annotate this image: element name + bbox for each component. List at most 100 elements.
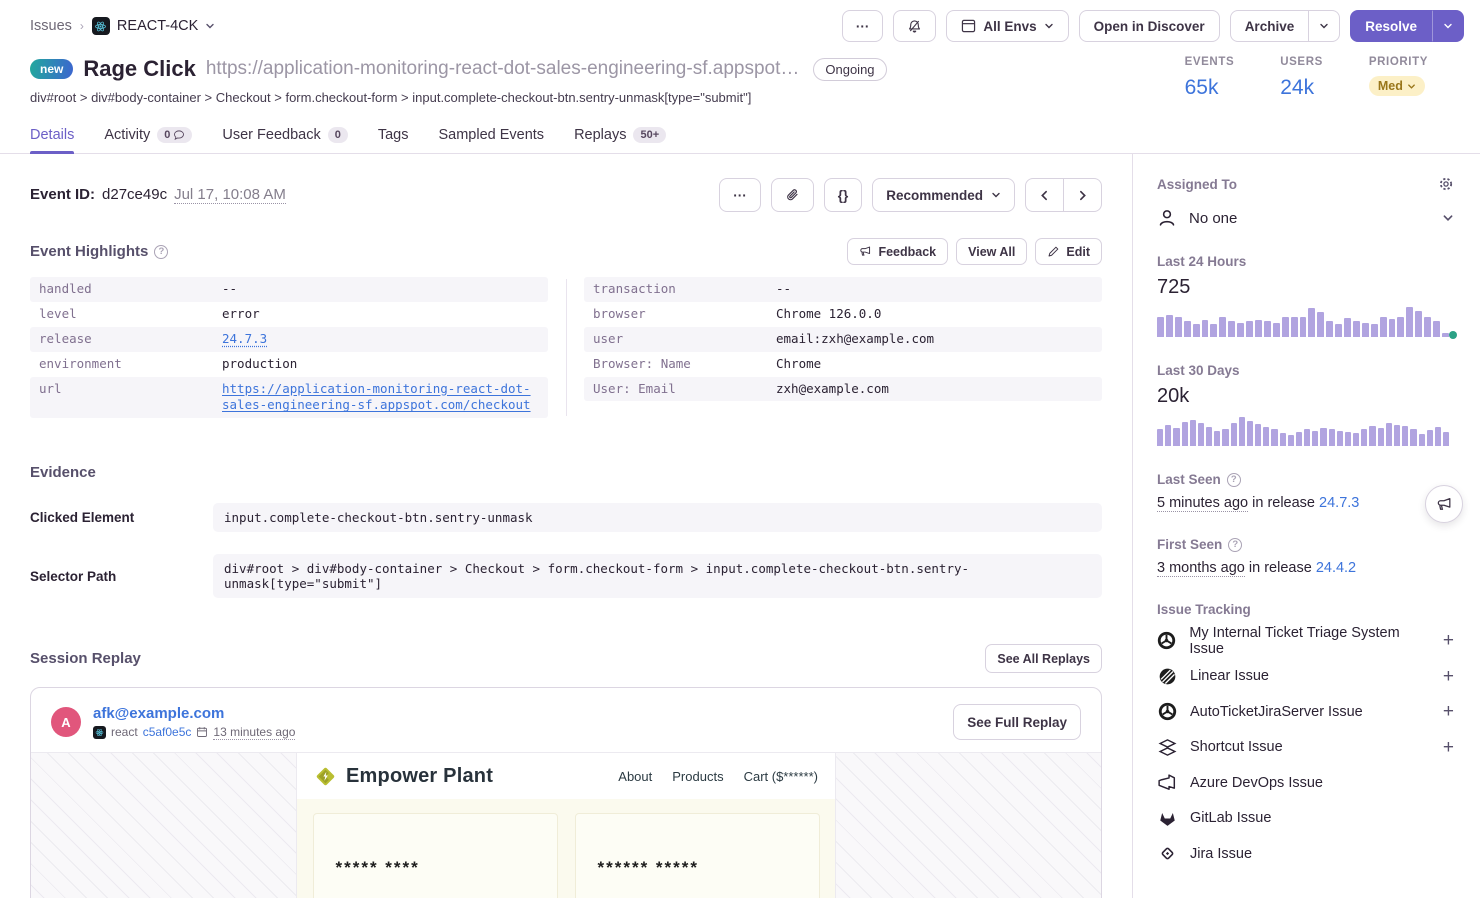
first-seen-time[interactable]: 3 months ago	[1157, 560, 1245, 577]
tracking-item-label[interactable]: AutoTicketJiraServer Issue	[1190, 703, 1363, 720]
last-seen-time[interactable]: 5 minutes ago	[1157, 495, 1249, 512]
tracking-item-label[interactable]: GitLab Issue	[1190, 810, 1272, 827]
last-30-days-label: Last 30 Days	[1157, 363, 1240, 378]
issue-stats: EVENTS 65k USERS 24k PRIORITY Med	[1185, 56, 1450, 100]
tab-replays[interactable]: Replays 50+	[574, 117, 667, 153]
archive-dropdown-button[interactable]	[1309, 10, 1341, 42]
tag-key: user	[593, 330, 624, 346]
add-issue-link-button[interactable]: +	[1442, 665, 1454, 687]
url-link[interactable]: https://application-monitoring-react-dot…	[222, 380, 531, 413]
next-event-button[interactable]	[1064, 178, 1102, 212]
new-badge: new	[30, 59, 74, 79]
chevron-down-icon	[1444, 23, 1452, 29]
activity-count-badge: 0	[157, 127, 193, 143]
users-count-link[interactable]: 24k	[1280, 76, 1315, 99]
last-24-hours-label: Last 24 Hours	[1157, 254, 1247, 269]
last-seen-section: Last Seen ? 5 minutes ago in release 24.…	[1157, 472, 1360, 512]
ticket-triage-icon	[1157, 702, 1177, 721]
tag-key: environment	[39, 355, 122, 371]
tab-activity[interactable]: Activity 0	[104, 117, 193, 153]
floating-feedback-button[interactable]	[1425, 485, 1463, 523]
tab-details[interactable]: Details	[30, 117, 75, 154]
chevron-down-icon	[1320, 23, 1328, 29]
tracking-item-label[interactable]: Linear Issue	[1190, 668, 1269, 685]
last-seen-label: Last Seen	[1157, 472, 1221, 487]
replay-id-link[interactable]: c5af0e5c	[142, 725, 192, 740]
event-timestamp[interactable]: Jul 17, 10:08 AM	[174, 186, 286, 204]
tab-user-feedback[interactable]: User Feedback 0	[222, 117, 348, 153]
add-issue-link-button[interactable]: +	[1442, 701, 1454, 723]
edit-button[interactable]: Edit	[1035, 238, 1102, 265]
tracking-item-label[interactable]: My Internal Ticket Triage System Issue	[1189, 624, 1400, 657]
events-count-link[interactable]: 65k	[1184, 76, 1219, 99]
tag-value: error	[222, 305, 260, 321]
paperclip-icon	[786, 188, 798, 200]
event-highlights-header: Event Highlights ? Feedback View All Edi…	[30, 238, 1102, 265]
event-more-button[interactable]: ···	[719, 178, 761, 212]
environment-selector[interactable]: All Envs	[946, 10, 1069, 42]
assignee-selector[interactable]: No one	[1157, 208, 1454, 228]
last-24-hours-section: Last 24 Hours 725	[1157, 254, 1457, 339]
issue-actions: ··· All Envs Open in Discover Archive Re…	[841, 10, 1464, 42]
issue-tabs: Details Activity 0 User Feedback 0 Tags …	[0, 117, 1480, 154]
previous-event-button[interactable]	[1025, 178, 1064, 212]
feedback-button[interactable]: Feedback	[847, 238, 949, 265]
product-card: ***** **** *** **** **** *** ******* Add…	[312, 813, 558, 898]
evidence-title: Evidence	[30, 464, 96, 482]
breadcrumb-issues-link[interactable]: Issues	[30, 18, 72, 34]
release-link[interactable]: 24.7.3	[222, 330, 268, 346]
product-title-masked: ****** *****	[597, 858, 699, 878]
replay-user-email-link[interactable]: afk@example.com	[93, 704, 225, 722]
archive-button[interactable]: Archive	[1229, 10, 1310, 42]
user-icon	[1159, 210, 1175, 226]
last-30-days-section: Last 30 Days 20k	[1157, 363, 1454, 446]
tracking-item: GitLab Issue	[1157, 801, 1454, 837]
help-icon[interactable]: ?	[1228, 537, 1243, 552]
priority-selector[interactable]: Med	[1368, 76, 1425, 96]
add-issue-link-button[interactable]: +	[1442, 630, 1454, 652]
last-seen-release-link[interactable]: 24.7.3	[1319, 495, 1360, 511]
selector-path-value: div#root > div#body-container > Checkout…	[213, 554, 1102, 599]
status-badge: Ongoing	[813, 57, 887, 81]
issue-title: Rage Click	[83, 56, 196, 81]
bell-slash-icon	[909, 19, 921, 33]
tracking-item-label[interactable]: Shortcut Issue	[1190, 739, 1283, 756]
help-icon[interactable]: ?	[1226, 472, 1241, 487]
tag-key: handled	[39, 281, 92, 296]
environment-label: All Envs	[983, 18, 1037, 34]
mute-button[interactable]	[893, 10, 937, 42]
event-view-mode-selector[interactable]: Recommended	[872, 178, 1015, 212]
open-in-discover-button[interactable]: Open in Discover	[1078, 10, 1220, 42]
gitlab-icon	[1157, 809, 1177, 828]
project-selector[interactable]: REACT-4CK	[91, 17, 215, 35]
replay-preview-stage[interactable]: Empower Plant About Products Cart ($****…	[31, 752, 1101, 898]
comment-icon	[174, 130, 185, 140]
event-json-button[interactable]: {}	[823, 178, 863, 212]
resolve-button[interactable]: Resolve	[1350, 10, 1432, 42]
see-full-replay-button[interactable]: See Full Replay	[953, 704, 1081, 741]
latest-event-marker	[1449, 331, 1457, 339]
add-issue-link-button[interactable]: +	[1442, 736, 1454, 758]
tracking-item-label[interactable]: Jira Issue	[1190, 845, 1253, 862]
react-project-icon	[91, 17, 110, 35]
event-link-button[interactable]	[770, 178, 814, 212]
tab-sampled-events[interactable]: Sampled Events	[438, 127, 545, 143]
replay-time-ago[interactable]: 13 minutes ago	[213, 724, 296, 740]
selector-path-label: Selector Path	[30, 568, 117, 584]
more-actions-button[interactable]: ···	[841, 10, 884, 42]
tracking-item-label[interactable]: Azure DevOps Issue	[1190, 774, 1323, 791]
tag-key: transaction	[593, 281, 676, 296]
view-all-button[interactable]: View All	[956, 238, 1028, 265]
help-icon[interactable]: ?	[154, 244, 169, 259]
pencil-icon	[1048, 246, 1059, 257]
session-replay-header: Session Replay See All Replays	[30, 644, 1102, 674]
user-feedback-count-badge: 0	[327, 127, 348, 143]
tab-tags[interactable]: Tags	[377, 127, 409, 143]
issue-selector-path: div#root > div#body-container > Checkout…	[30, 90, 752, 105]
see-all-replays-button[interactable]: See All Replays	[985, 644, 1102, 674]
archive-button-group: Archive	[1229, 10, 1341, 42]
resolve-dropdown-button[interactable]	[1432, 10, 1464, 42]
gear-icon[interactable]	[1438, 176, 1454, 192]
first-seen-release-link[interactable]: 24.4.2	[1315, 560, 1357, 576]
project-name: REACT-4CK	[116, 18, 199, 34]
